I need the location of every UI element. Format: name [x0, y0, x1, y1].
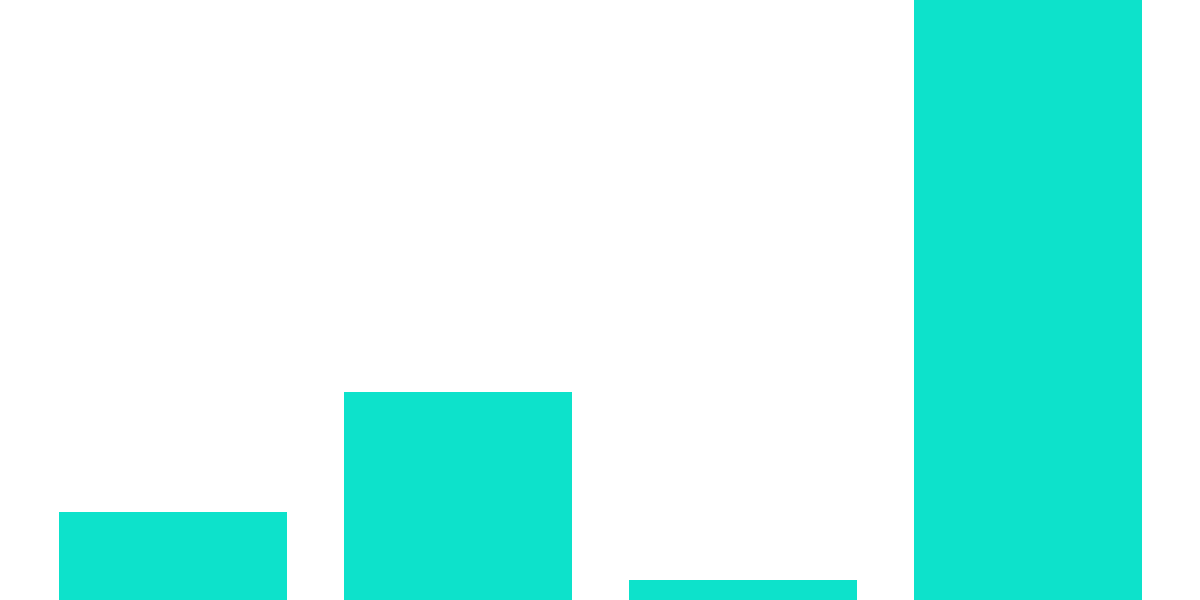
bar-2 — [344, 392, 572, 600]
bar-3 — [629, 580, 857, 600]
bar-chart — [0, 0, 1200, 600]
bar-4 — [914, 0, 1142, 600]
bar-1 — [59, 512, 287, 600]
